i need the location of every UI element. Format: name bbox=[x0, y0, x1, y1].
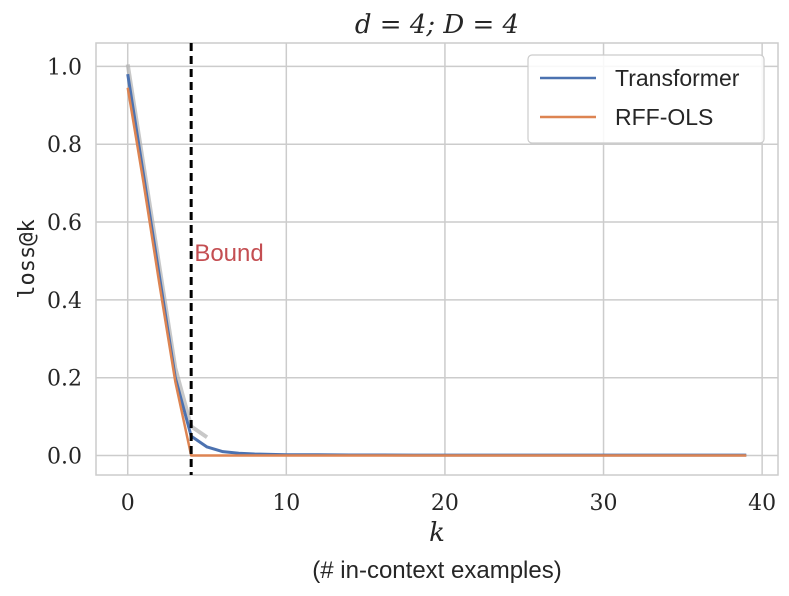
y-ticks: 0.0 0.2 0.4 0.6 0.8 1.0 bbox=[47, 55, 82, 469]
x-tick-label: 10 bbox=[272, 491, 300, 516]
legend-label-rff-ols: RFF-OLS bbox=[615, 104, 713, 130]
y-tick-label: 0.8 bbox=[47, 133, 82, 158]
chart-title: d = 4; D = 4 bbox=[355, 10, 519, 40]
y-tick-label: 0.6 bbox=[47, 211, 82, 236]
y-tick-label: 1.0 bbox=[47, 55, 82, 80]
series-line-rff-ols bbox=[126, 87, 747, 457]
legend-label-transformer: Transformer bbox=[615, 65, 740, 91]
x-axis-label: k bbox=[429, 518, 445, 548]
series-lines bbox=[125, 64, 747, 457]
series-band-transformer bbox=[125, 64, 209, 439]
x-tick-label: 30 bbox=[590, 491, 618, 516]
y-tick-label: 0.2 bbox=[47, 367, 82, 392]
y-tick-label: 0.0 bbox=[47, 445, 82, 470]
y-tick-label: 0.4 bbox=[47, 289, 82, 314]
legend: Transformer RFF-OLS bbox=[527, 54, 765, 144]
y-axis-label: loss@k bbox=[15, 219, 40, 298]
x-ticks: 0 10 20 30 40 bbox=[121, 491, 776, 516]
x-axis-sublabel: (# in-context examples) bbox=[312, 557, 561, 584]
x-tick-label: 0 bbox=[121, 491, 135, 516]
bound-annotation: Bound bbox=[194, 240, 263, 267]
x-tick-label: 40 bbox=[748, 491, 776, 516]
x-tick-label: 20 bbox=[431, 491, 459, 516]
